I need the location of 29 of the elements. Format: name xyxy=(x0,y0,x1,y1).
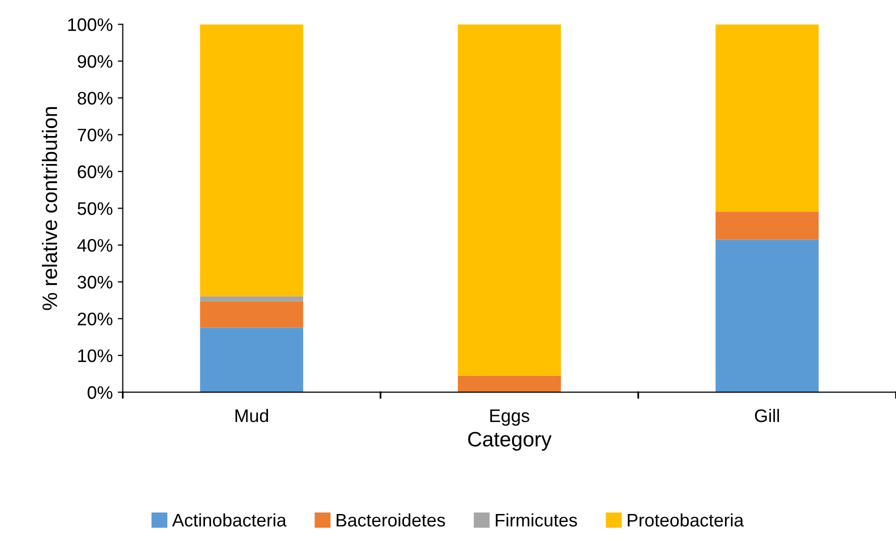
bar xyxy=(716,212,819,240)
y-tick-label: 50% xyxy=(78,202,112,216)
bar xyxy=(200,296,304,302)
x-tick-label: Mud xyxy=(236,408,268,422)
y-tick-label: 60% xyxy=(78,165,112,178)
bar xyxy=(458,24,561,376)
legend-label: Actinobacteria xyxy=(172,513,286,527)
bar xyxy=(200,24,304,296)
y-tick-label: 40% xyxy=(77,239,112,252)
y-tick-label: 20% xyxy=(78,312,112,326)
y-axis-title: % relative contribution xyxy=(42,107,58,310)
y-tick-label: 100% xyxy=(68,18,112,32)
legend-label: Proteobacteria xyxy=(628,513,744,527)
bar xyxy=(716,24,819,212)
x-axis-title: Category xyxy=(468,432,552,451)
legend-label: Firmicutes xyxy=(496,513,577,527)
y-tick-label: 80% xyxy=(78,92,112,105)
bar xyxy=(716,240,819,392)
legend-label: Bacteroidetes xyxy=(336,513,445,527)
y-tick-label: 0% xyxy=(88,386,112,399)
x-tick-label: Gill xyxy=(754,408,779,422)
y-tick-label: 30% xyxy=(78,276,112,289)
x-tick-label: Eggs xyxy=(490,410,530,426)
y-tick-label: 10% xyxy=(78,349,112,362)
bar xyxy=(458,376,561,392)
bar xyxy=(200,301,304,328)
y-tick-label: 90% xyxy=(78,55,112,68)
bar xyxy=(200,328,304,392)
y-tick-label: 70% xyxy=(78,128,112,142)
